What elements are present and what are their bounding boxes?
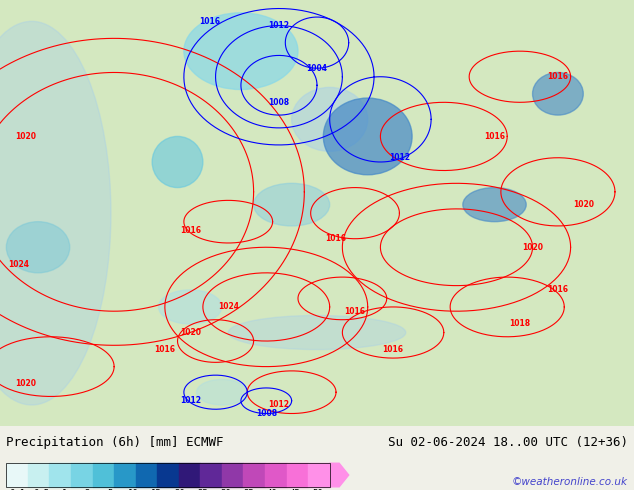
- Bar: [222, 463, 243, 487]
- Ellipse shape: [323, 98, 412, 175]
- Text: 1020: 1020: [179, 328, 201, 337]
- Text: ©weatheronline.co.uk: ©weatheronline.co.uk: [512, 477, 628, 487]
- Text: 1012: 1012: [268, 400, 290, 410]
- Text: 1018: 1018: [509, 319, 531, 328]
- Bar: [28, 463, 49, 487]
- Text: 1008: 1008: [256, 409, 277, 418]
- Bar: [71, 463, 93, 487]
- Bar: [114, 463, 136, 487]
- Text: 1016: 1016: [382, 345, 404, 354]
- Text: 1020: 1020: [15, 379, 36, 388]
- Text: 1024: 1024: [217, 302, 239, 312]
- Text: 1016: 1016: [198, 17, 220, 26]
- Text: 1024: 1024: [8, 260, 30, 269]
- Bar: [157, 463, 179, 487]
- Bar: [49, 463, 71, 487]
- Text: 1016: 1016: [547, 285, 569, 294]
- Ellipse shape: [533, 73, 583, 115]
- Bar: [308, 463, 330, 487]
- Ellipse shape: [228, 316, 406, 349]
- Ellipse shape: [158, 290, 222, 324]
- Ellipse shape: [254, 183, 330, 226]
- Text: 1016: 1016: [325, 234, 347, 243]
- FancyArrow shape: [330, 463, 349, 487]
- Text: 1020: 1020: [15, 132, 36, 141]
- Bar: [93, 463, 114, 487]
- Text: 1016: 1016: [484, 132, 505, 141]
- Text: 1012: 1012: [268, 21, 290, 30]
- Text: Precipitation (6h) [mm] ECMWF: Precipitation (6h) [mm] ECMWF: [6, 436, 224, 449]
- Text: 1012: 1012: [179, 396, 201, 405]
- Ellipse shape: [292, 87, 368, 151]
- Text: 1008: 1008: [268, 98, 290, 107]
- Ellipse shape: [6, 221, 70, 273]
- Bar: [136, 463, 157, 487]
- Ellipse shape: [463, 188, 526, 221]
- Ellipse shape: [197, 379, 247, 405]
- Bar: [6, 463, 28, 487]
- Text: 1016: 1016: [179, 226, 201, 235]
- Text: 1016: 1016: [344, 307, 366, 316]
- Bar: [6, 463, 330, 487]
- Ellipse shape: [0, 21, 111, 405]
- Ellipse shape: [152, 136, 203, 188]
- Bar: [265, 463, 287, 487]
- Text: 1012: 1012: [389, 153, 410, 162]
- Text: 1016: 1016: [154, 345, 176, 354]
- Bar: [287, 463, 308, 487]
- Ellipse shape: [184, 13, 298, 90]
- Text: Su 02-06-2024 18..00 UTC (12+36): Su 02-06-2024 18..00 UTC (12+36): [387, 436, 628, 449]
- Bar: [200, 463, 222, 487]
- Bar: [243, 463, 265, 487]
- Text: 1020: 1020: [522, 243, 543, 252]
- Text: 1020: 1020: [573, 200, 594, 209]
- Text: 1016: 1016: [547, 72, 569, 81]
- Text: 1004: 1004: [306, 64, 328, 73]
- Bar: [179, 463, 200, 487]
